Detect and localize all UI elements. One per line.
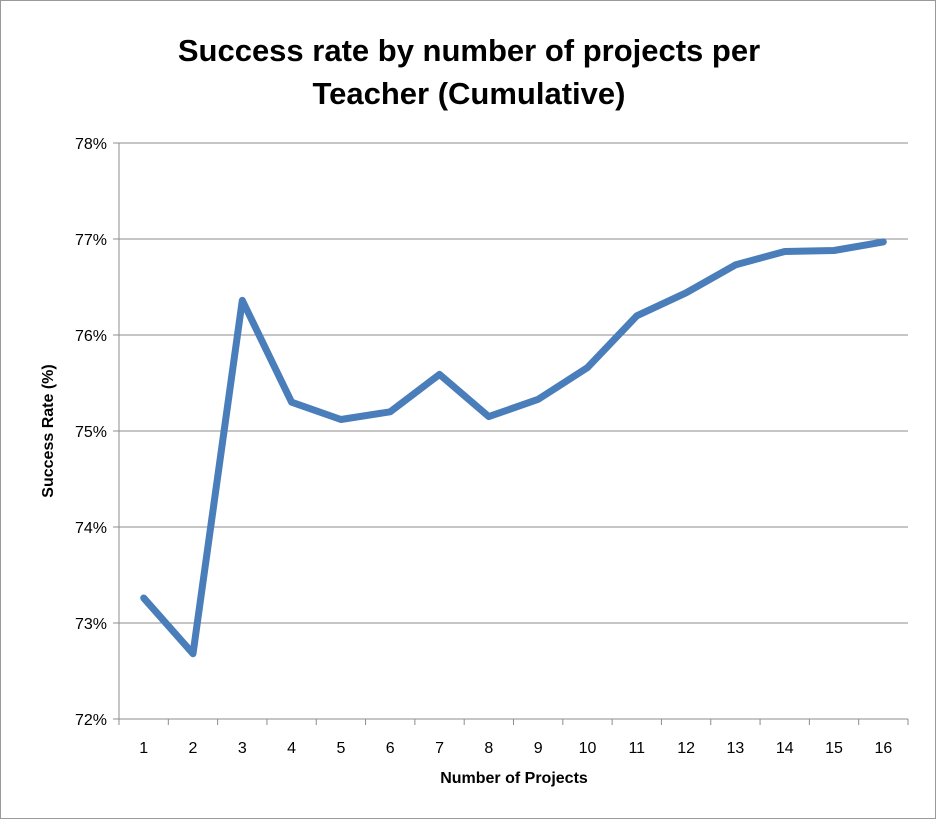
- x-tick-label: 6: [386, 740, 395, 757]
- x-tick-label: 16: [874, 740, 892, 757]
- y-tick-label: 75%: [75, 424, 107, 441]
- y-axis-label: Success Rate (%): [40, 364, 57, 497]
- y-tick-labels: 72% 73% 74% 75% 76% 77% 78%: [75, 136, 107, 729]
- x-tick-label: 14: [776, 740, 794, 757]
- y-tick-label: 73%: [75, 616, 107, 633]
- series-line: [140, 238, 887, 658]
- series-group: [140, 238, 887, 658]
- x-tick-label: 2: [189, 740, 198, 757]
- y-tick-label: 78%: [75, 136, 107, 153]
- x-tick-label: 8: [484, 740, 493, 757]
- x-tick-label: 3: [238, 740, 247, 757]
- gridlines: [119, 142, 908, 624]
- x-axis-label: Number of Projects: [440, 770, 588, 787]
- chart-title-line-2: Teacher (Cumulative): [313, 76, 626, 111]
- x-tick-label: 10: [579, 740, 597, 757]
- x-tick-label: 12: [677, 740, 695, 757]
- x-tick-label: 5: [336, 740, 345, 757]
- x-tick-label: 13: [727, 740, 745, 757]
- x-tick-label: 4: [287, 740, 296, 757]
- x-tick-label: 9: [534, 740, 543, 757]
- y-tick-label: 76%: [75, 328, 107, 345]
- x-tick-label: 11: [628, 740, 645, 757]
- y-tick-label: 72%: [75, 712, 107, 729]
- x-tick-label: 7: [435, 740, 444, 757]
- chart-title: Success rate by number of projects per T…: [178, 33, 760, 111]
- y-tick-label: 77%: [75, 232, 107, 249]
- chart-title-line-1: Success rate by number of projects per: [178, 33, 760, 68]
- y-tick-label: 74%: [75, 520, 107, 537]
- x-tick-label: 1: [139, 740, 148, 757]
- x-tick-label: 15: [825, 740, 843, 757]
- axes: [113, 142, 909, 725]
- x-tick-labels: 1 2 3 4 5 6 7 8 9 10 11 12 13 14 15 16: [139, 740, 892, 757]
